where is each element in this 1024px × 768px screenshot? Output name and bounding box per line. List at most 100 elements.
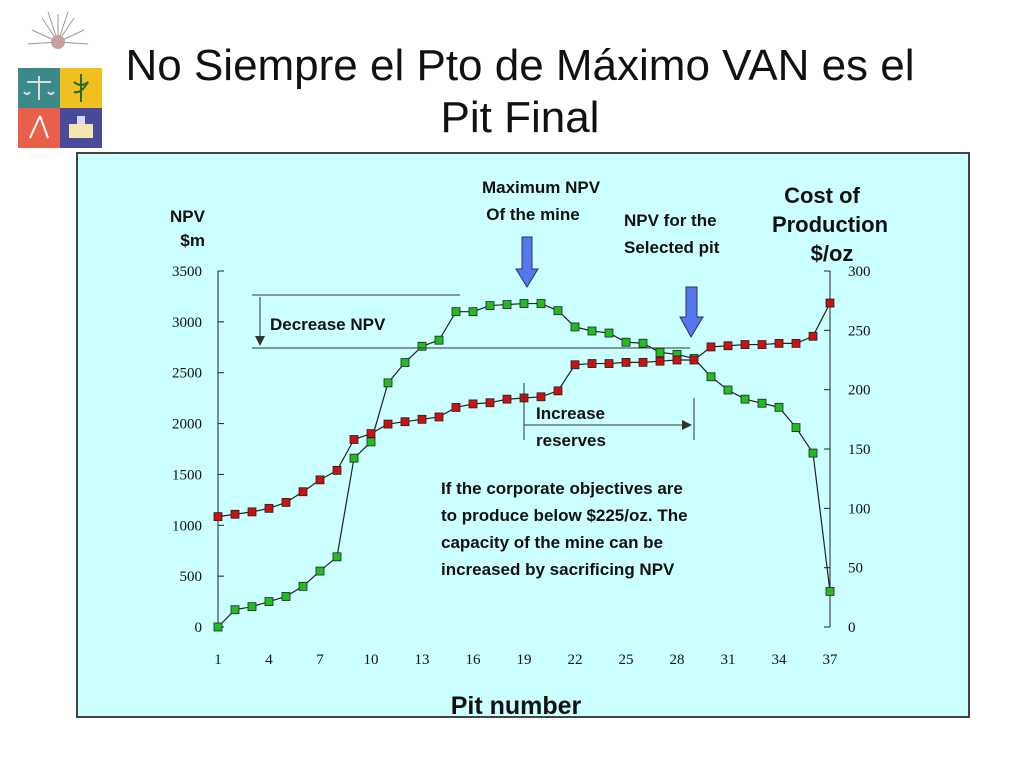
data-point-right xyxy=(366,429,376,438)
data-point-right xyxy=(468,399,478,409)
data-point-right xyxy=(587,359,597,368)
data-point-right xyxy=(485,398,495,408)
data-point-left xyxy=(349,453,359,463)
x-tick-label: 1 xyxy=(214,652,222,668)
data-point-right xyxy=(757,340,767,349)
y-left-axis-title: NPV $m xyxy=(170,207,206,250)
y-left-tick-label: 3000 xyxy=(172,315,202,331)
data-point-left xyxy=(808,448,818,458)
data-point-right xyxy=(808,331,818,341)
data-point-left xyxy=(502,300,512,309)
data-point-right xyxy=(349,435,359,444)
data-point-right xyxy=(570,360,580,370)
x-tick-label: 22 xyxy=(568,652,583,668)
data-point-left xyxy=(332,552,342,562)
y-right-tick-label: 250 xyxy=(848,323,871,339)
data-point-left xyxy=(587,326,597,336)
data-point-left xyxy=(468,307,478,317)
x-tick-label: 25 xyxy=(619,652,634,668)
data-point-right xyxy=(332,465,342,475)
book-icon xyxy=(69,116,93,138)
y-right-tick-label: 200 xyxy=(848,383,871,399)
data-point-right xyxy=(536,392,546,402)
x-axis-title: Pit number xyxy=(451,692,582,720)
x-tick-label: 34 xyxy=(772,652,788,668)
data-point-left xyxy=(825,587,835,596)
data-point-left xyxy=(723,385,733,395)
x-tick-label: 19 xyxy=(517,652,532,668)
max-npv-label: Maximum NPV Of the mine xyxy=(482,178,601,224)
x-tick-label: 10 xyxy=(364,652,379,668)
data-point-right xyxy=(281,497,291,507)
y-right-tick-label: 50 xyxy=(848,561,863,577)
data-point-right xyxy=(315,475,325,485)
y-left-tick-label: 500 xyxy=(180,569,203,585)
x-tick-label: 31 xyxy=(721,652,736,668)
university-logo xyxy=(14,11,106,157)
x-tick-label: 7 xyxy=(316,652,324,668)
data-point-right xyxy=(383,419,393,429)
data-point-right xyxy=(230,509,240,519)
data-point-right xyxy=(604,359,614,368)
y-left-tick-label: 3500 xyxy=(172,264,202,280)
star-center-icon xyxy=(51,35,65,49)
data-point-left xyxy=(791,423,801,433)
data-point-left xyxy=(655,347,665,357)
data-point-right xyxy=(723,341,733,351)
data-point-right xyxy=(740,340,750,349)
y-left-tick-label: 2000 xyxy=(172,417,202,433)
decrease-npv-label: Decrease NPV xyxy=(270,315,386,334)
data-point-right xyxy=(502,394,512,404)
data-point-right xyxy=(400,417,410,427)
data-point-left xyxy=(315,566,325,576)
logo-quadrant-red xyxy=(18,108,60,148)
data-point-right xyxy=(298,487,308,497)
data-point-right xyxy=(672,355,682,365)
y-right-tick-label: 100 xyxy=(848,501,871,517)
data-point-left xyxy=(519,299,529,308)
corporate-objectives-note: If the corporate objectives are to produc… xyxy=(441,479,688,579)
x-tick-label: 37 xyxy=(823,652,839,668)
data-point-right xyxy=(451,403,461,412)
data-point-left xyxy=(485,301,495,310)
data-point-left xyxy=(383,378,393,388)
data-point-left xyxy=(774,402,784,412)
data-point-left xyxy=(298,581,308,591)
data-point-right xyxy=(417,414,427,424)
decrease-arrow-icon xyxy=(255,336,265,346)
data-point-right xyxy=(791,338,801,348)
selected-pit-label: NPV for the Selected pit xyxy=(624,211,720,257)
data-point-left xyxy=(417,341,427,351)
data-point-left xyxy=(638,338,648,348)
data-point-left xyxy=(451,307,461,317)
data-point-right xyxy=(434,412,444,422)
slide-title: No Siempre el Pto de Máximo VAN es el Pi… xyxy=(40,40,1000,144)
y-left-tick-label: 1500 xyxy=(172,467,202,483)
slide-title-line-1: No Siempre el Pto de Máximo VAN es el xyxy=(125,41,915,90)
selected-pit-arrow-icon xyxy=(679,286,704,339)
data-point-left xyxy=(264,597,274,606)
data-point-right xyxy=(706,342,716,352)
data-point-left xyxy=(247,602,257,612)
slide-title-line-2: Pit Final xyxy=(440,93,600,142)
scales-icon xyxy=(23,76,55,100)
data-point-right xyxy=(553,386,563,396)
data-point-left xyxy=(757,398,767,408)
data-point-right xyxy=(689,355,699,365)
data-point-left xyxy=(621,337,631,347)
max-npv-arrow-icon xyxy=(515,236,539,288)
data-point-right xyxy=(774,338,784,348)
increase-reserves-label: Increase reserves xyxy=(536,404,606,450)
x-tick-label: 28 xyxy=(670,652,685,668)
data-point-left xyxy=(604,328,614,338)
data-point-left xyxy=(740,394,750,404)
y-right-tick-label: 0 xyxy=(848,620,856,636)
increase-arrow-icon xyxy=(682,420,692,430)
y-left-tick-label: 1000 xyxy=(172,518,202,534)
data-point-right xyxy=(213,512,223,522)
data-point-right xyxy=(655,356,665,366)
x-tick-label: 16 xyxy=(466,652,482,668)
data-point-right xyxy=(638,357,648,367)
data-point-right xyxy=(247,507,257,517)
